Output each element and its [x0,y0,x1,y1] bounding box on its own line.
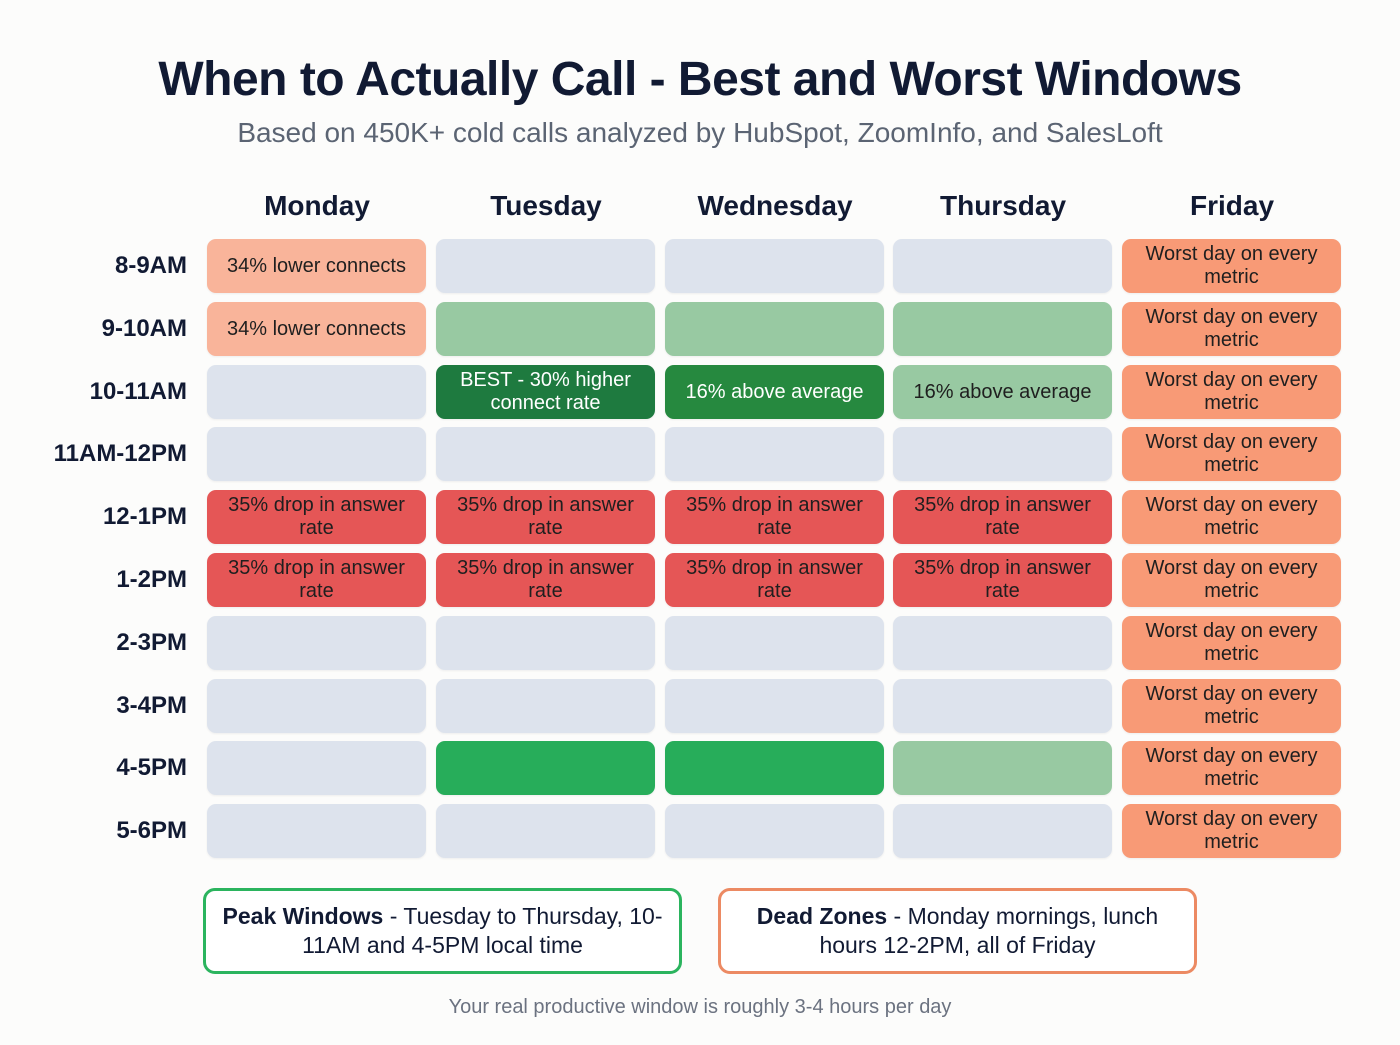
heatmap-cell: Worst day on every metric [1122,804,1341,858]
row-label: 5-6PM [116,817,187,844]
cell-text: 35% drop in answer rate [457,557,634,602]
row-label: 10-11AM [89,378,187,405]
heatmap-cell: Worst day on every metric [1122,302,1341,356]
cell-text: 34% lower connects [227,254,406,277]
cell-text: 35% drop in answer rate [914,494,1091,539]
heatmap-cell [436,741,655,795]
heatmap-cell [893,804,1112,858]
heatmap-cell: 35% drop in answer rate [893,490,1112,544]
cell-text: 35% drop in answer rate [228,557,405,602]
heatmap-cell [893,616,1112,670]
heatmap-cell: Worst day on every metric [1122,427,1341,481]
heatmap-cell: 35% drop in answer rate [207,490,426,544]
cell-text: Worst day on every metric [1145,683,1318,728]
heatmap-cell [207,365,426,419]
cell-text: Worst day on every metric [1145,306,1318,351]
heatmap-cell [207,679,426,733]
row-label: 8-9AM [114,252,187,279]
chart-title: When to Actually Call - Best and Worst W… [158,53,1242,106]
heatmap-cell [207,616,426,670]
heatmap-cell [436,804,655,858]
heatmap-cell: 35% drop in answer rate [207,553,426,607]
heatmap-cell [893,427,1112,481]
heatmap-cell [665,616,884,670]
chart-subtitle: Based on 450K+ cold calls analyzed by Hu… [237,117,1163,148]
cell-text: 35% drop in answer rate [914,557,1091,602]
heatmap-cell [665,804,884,858]
cell-text: 35% drop in answer rate [686,494,863,539]
heatmap-cell: Worst day on every metric [1122,365,1341,419]
column-header-tuesday: Tuesday [490,190,602,221]
heatmap-cell [436,427,655,481]
heatmap-cell [436,616,655,670]
heatmap-cell: Worst day on every metric [1122,679,1341,733]
row-label: 4-5PM [116,754,187,781]
heatmap-cell: 35% drop in answer rate [436,553,655,607]
row-label: 12-1PM [102,503,187,530]
heatmap-cell [665,302,884,356]
heatmap-cell: 35% drop in answer rate [893,553,1112,607]
heatmap-cell [893,239,1112,293]
heatmap-cell [436,239,655,293]
footer-note: Your real productive window is roughly 3… [448,996,952,1018]
peak-windows-title: Peak Windows [222,903,384,929]
heatmap-cell [893,302,1112,356]
cell-text: 35% drop in answer rate [457,494,634,539]
heatmap-cell [893,679,1112,733]
cell-text: Worst day on every metric [1145,557,1318,602]
heatmap-cell: 35% drop in answer rate [436,490,655,544]
heatmap-cell: Worst day on every metric [1122,553,1341,607]
heatmap-cell [207,427,426,481]
column-header-thursday: Thursday [939,190,1067,221]
peak-windows-callout: Peak Windows - Tuesday to Thursday, 10-1… [203,888,682,974]
heatmap-cell: BEST - 30% higher connect rate [436,365,655,419]
dead-zones-text: - Monday mornings, lunch hours 12-2PM, a… [819,903,1159,958]
heatmap-cell [207,804,426,858]
cell-text: 16% above average [685,380,864,403]
heatmap-cell: 34% lower connects [207,302,426,356]
heatmap-cell [665,679,884,733]
heatmap-cell: 35% drop in answer rate [665,490,884,544]
row-label: 3-4PM [116,692,187,719]
column-header-monday: Monday [264,190,370,221]
cell-text: Worst day on every metric [1145,620,1318,665]
cell-text: Worst day on every metric [1145,808,1318,853]
cell-text: 35% drop in answer rate [228,494,405,539]
heatmap-cell: 16% above average [665,365,884,419]
heatmap-cell: Worst day on every metric [1122,239,1341,293]
cell-text: Worst day on every metric [1145,494,1318,539]
cell-text: 16% above average [913,380,1092,403]
cell-text: Worst day on every metric [1145,243,1318,288]
row-label: 9-10AM [101,315,187,342]
heatmap-cell: 34% lower connects [207,239,426,293]
cell-text: 35% drop in answer rate [686,557,863,602]
heatmap-cell [665,427,884,481]
row-label: 2-3PM [116,629,187,656]
column-header-wednesday: Wednesday [697,190,853,221]
heatmap-cell: Worst day on every metric [1122,616,1341,670]
cell-text: BEST - 30% higher connect rate [460,369,631,414]
cell-text: Worst day on every metric [1145,431,1318,476]
dead-zones-title: Dead Zones [756,903,888,929]
heatmap-cell: Worst day on every metric [1122,741,1341,795]
heatmap-cell [665,741,884,795]
heatmap-cell: 35% drop in answer rate [665,553,884,607]
peak-windows-text: - Tuesday to Thursday, 10-11AM and 4-5PM… [302,903,663,958]
dead-zones-callout: Dead Zones - Monday mornings, lunch hour… [718,888,1197,974]
cell-text: Worst day on every metric [1145,745,1318,790]
row-label: 1-2PM [116,566,187,593]
cell-text: 34% lower connects [227,317,406,340]
heatmap-cell: Worst day on every metric [1122,490,1341,544]
heatmap-cell [436,302,655,356]
heatmap-cell [436,679,655,733]
cell-text: Worst day on every metric [1145,369,1318,414]
row-label: 11AM-12PM [53,440,187,467]
heatmap-cell: 16% above average [893,365,1112,419]
column-header-friday: Friday [1189,190,1275,221]
heatmap-cell [207,741,426,795]
heatmap-cell [665,239,884,293]
heatmap-cell [893,741,1112,795]
